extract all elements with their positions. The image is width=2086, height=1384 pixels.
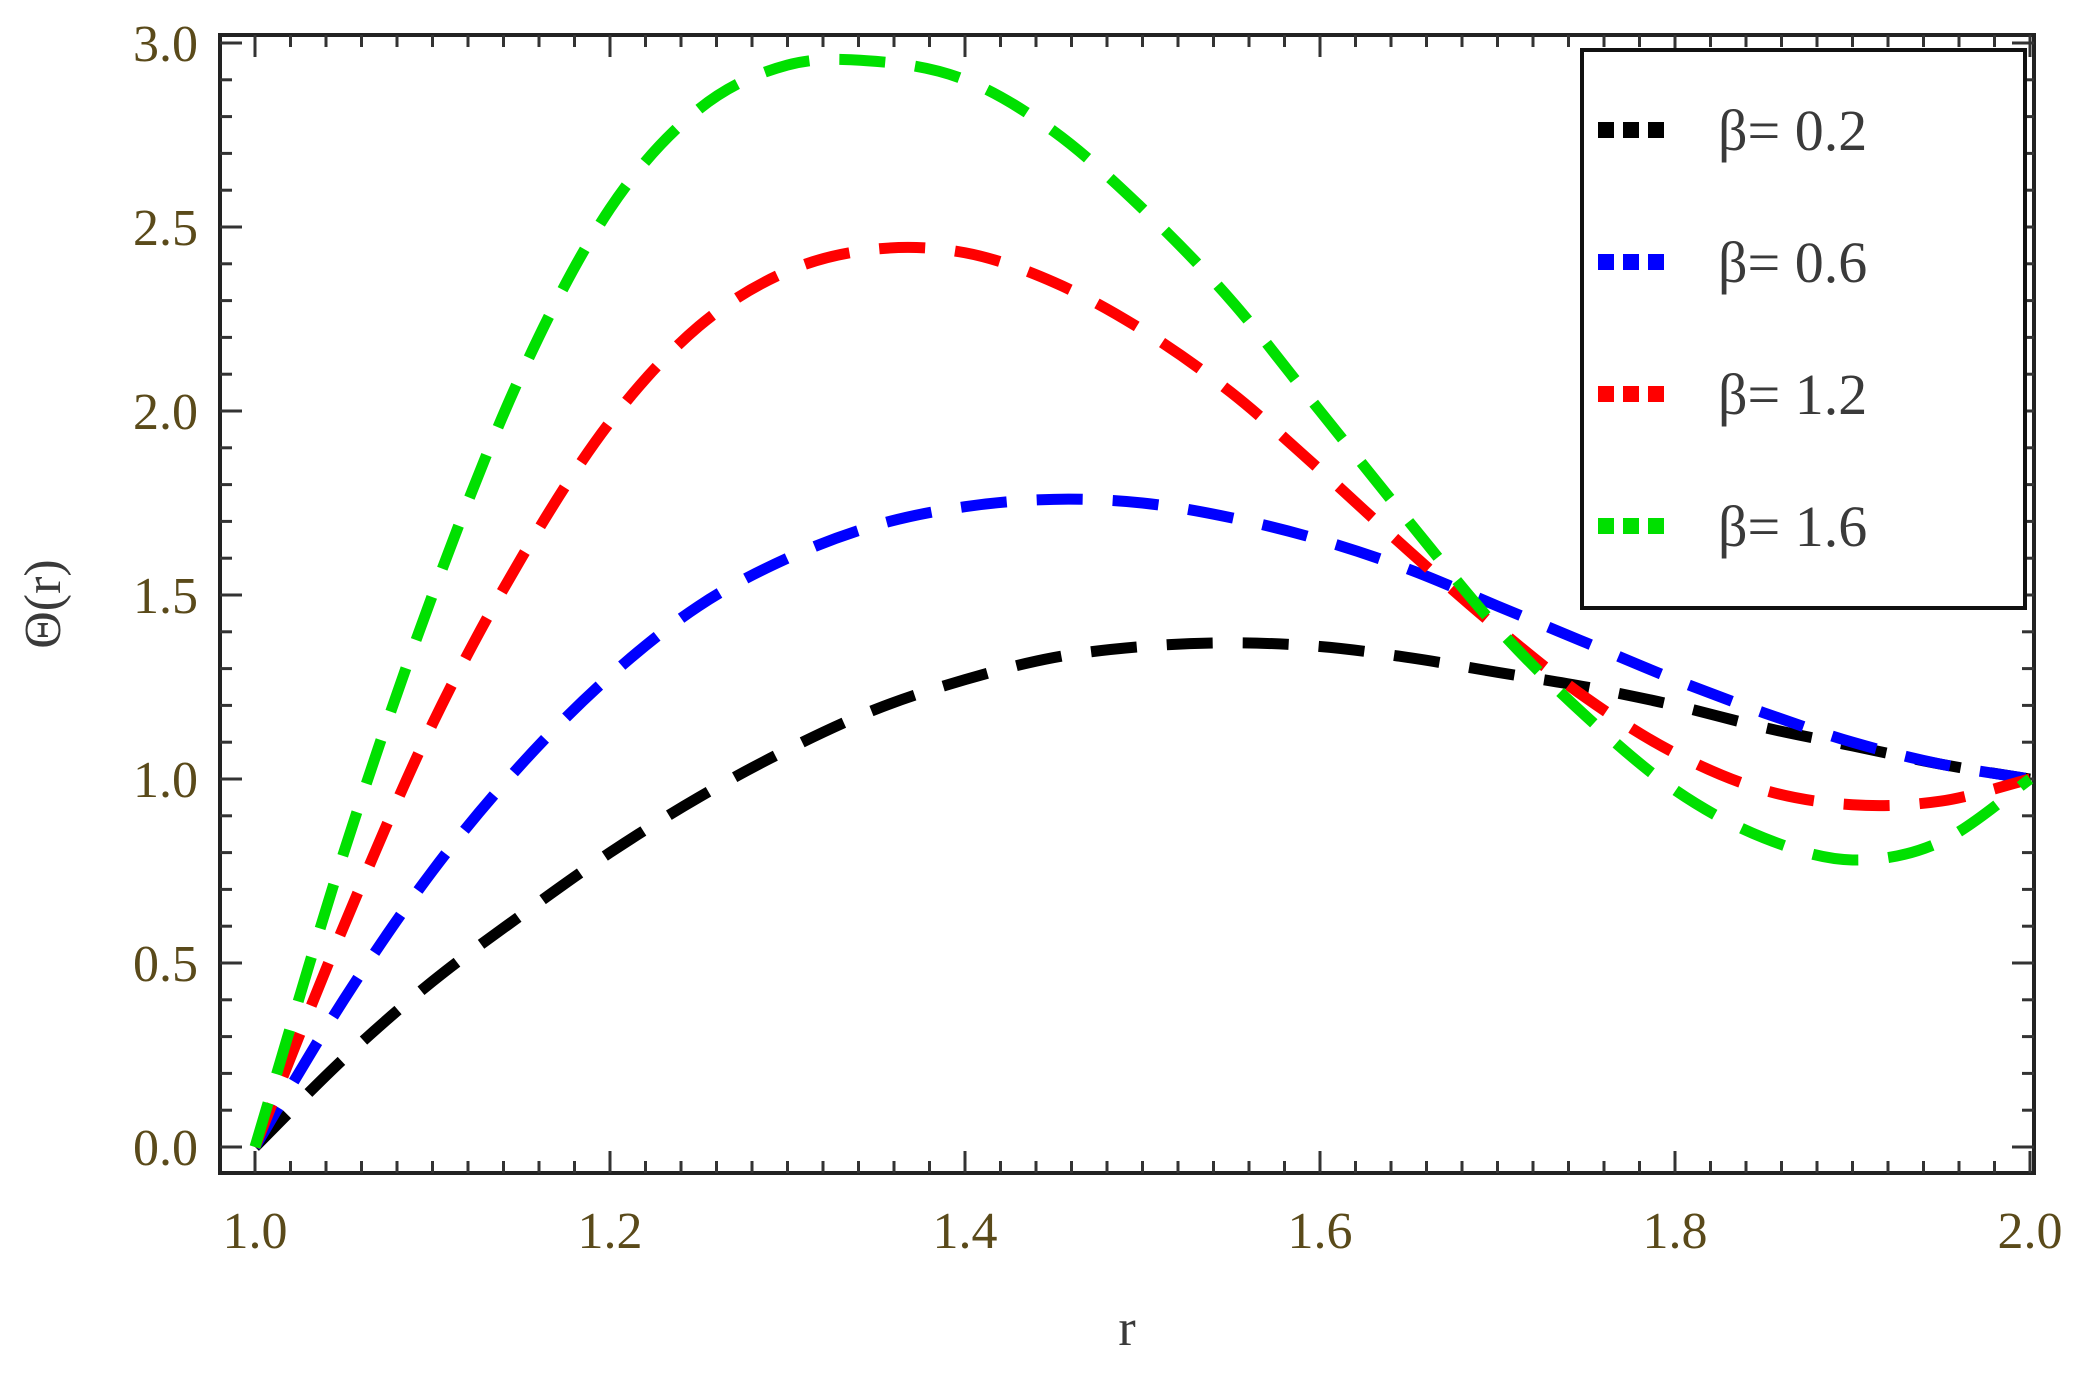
x-tick-label: 1.4 — [933, 1203, 998, 1260]
x-tick-label: 1.6 — [1288, 1203, 1353, 1260]
y-tick-label: 1.5 — [133, 568, 198, 625]
axis-ticks — [220, 35, 2034, 1173]
legend-dash — [1648, 254, 1664, 270]
legend-dash — [1648, 518, 1664, 534]
x-tick-label: 1.2 — [578, 1203, 643, 1260]
legend-sample-4 — [1598, 518, 1664, 534]
legend-dash — [1648, 386, 1664, 402]
series-lines — [249, 53, 2034, 1151]
x-axis-title: r — [1118, 1300, 1135, 1357]
legend-dash — [1623, 254, 1639, 270]
x-tick-label: 1.8 — [1643, 1203, 1708, 1260]
y-tick-label: 1.0 — [133, 752, 198, 809]
x-tick-labels: 1.0 1.2 1.4 1.6 1.8 2.0 — [223, 1203, 2063, 1260]
legend-label-4: β= 1.6 — [1718, 494, 1867, 559]
legend-label-3: β= 1.2 — [1718, 362, 1867, 427]
y-tick-label: 3.0 — [133, 16, 198, 73]
legend-label-2: β= 0.6 — [1718, 230, 1867, 295]
legend-box — [1580, 48, 2027, 610]
y-tick-label: 0.5 — [133, 936, 198, 993]
x-tick-label: 2.0 — [1998, 1203, 2063, 1260]
legend-sample-2 — [1598, 254, 1664, 270]
legend-dash — [1623, 386, 1639, 402]
y-tick-label: 2.0 — [133, 384, 198, 441]
legend: β= 0.2 β= 0.6 β= 1.2 β= 1.6 — [1580, 48, 2027, 610]
legend-dash — [1598, 386, 1614, 402]
plot-frame — [218, 33, 2036, 1175]
legend-dash — [1623, 122, 1639, 138]
legend-dash — [1648, 122, 1664, 138]
legend-dash — [1598, 254, 1614, 270]
x-tick-label: 1.0 — [223, 1203, 288, 1260]
y-tick-label: 2.5 — [133, 200, 198, 257]
y-tick-labels: 0.0 0.5 1.0 1.5 2.0 2.5 3.0 — [133, 16, 198, 1177]
series-line-1 — [251, 637, 2031, 1151]
legend-label-1: β= 0.2 — [1718, 98, 1867, 163]
legend-sample-3 — [1598, 386, 1664, 402]
series-line-2 — [250, 493, 2031, 1150]
legend-dash — [1623, 518, 1639, 534]
legend-dash — [1598, 518, 1614, 534]
y-axis-title: Θ(r) — [15, 559, 72, 649]
series-line-4 — [249, 53, 2034, 1149]
legend-dash — [1598, 122, 1614, 138]
y-tick-label: 0.0 — [133, 1120, 198, 1177]
legend-sample-1 — [1598, 122, 1664, 138]
